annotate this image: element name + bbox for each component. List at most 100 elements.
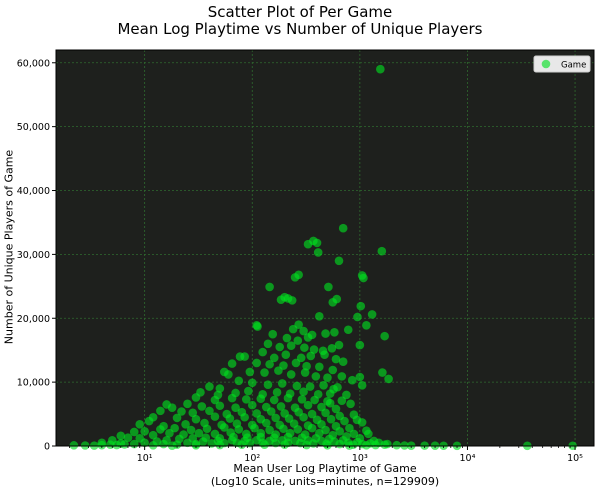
data-point	[377, 246, 387, 256]
data-point	[380, 331, 389, 341]
data-point	[297, 395, 307, 404]
data-point	[312, 238, 322, 248]
y-axis-ticks: 0 10,000 20,000 30,000 40,000 50,000 60,000	[17, 58, 56, 453]
data-point	[400, 441, 409, 450]
data-point	[290, 273, 300, 282]
data-point	[335, 439, 345, 449]
data-point	[271, 413, 280, 423]
data-point	[330, 328, 339, 337]
data-point	[321, 329, 330, 338]
data-point	[378, 368, 387, 377]
data-point	[272, 388, 282, 397]
data-point	[307, 409, 317, 419]
data-point	[123, 433, 133, 442]
data-point	[335, 427, 345, 436]
data-point	[353, 312, 362, 322]
data-point	[309, 345, 319, 354]
data-point	[275, 342, 285, 352]
data-point	[188, 408, 198, 418]
data-point	[202, 424, 212, 434]
data-point	[362, 441, 371, 450]
data-point	[177, 407, 186, 416]
y-tick-label: 40,000	[17, 186, 50, 197]
data-point	[129, 427, 139, 437]
data-point	[120, 440, 129, 449]
y-tick-label: 0	[44, 442, 50, 453]
data-point	[359, 273, 368, 283]
data-point	[205, 382, 214, 391]
data-point	[148, 441, 158, 450]
data-point	[112, 440, 122, 450]
legend-label: Game	[561, 61, 586, 71]
data-point	[194, 428, 204, 438]
data-point	[356, 301, 366, 311]
data-point	[384, 374, 393, 384]
data-point	[313, 248, 323, 257]
x-tick-label: 10²	[244, 453, 260, 464]
data-point	[260, 440, 269, 450]
data-point	[140, 427, 149, 436]
data-point	[367, 310, 377, 319]
data-point	[266, 407, 276, 416]
data-point	[269, 395, 279, 405]
data-point	[299, 326, 308, 336]
data-point	[69, 441, 79, 450]
data-point	[349, 429, 359, 439]
data-point	[191, 414, 201, 424]
data-point	[215, 401, 225, 411]
x-tick-label: 10⁴	[459, 453, 475, 464]
x-tick-label: 10³	[352, 453, 368, 464]
data-point	[315, 362, 324, 372]
data-point	[323, 441, 332, 450]
data-point	[321, 408, 330, 418]
data-point	[340, 416, 349, 426]
data-point	[326, 414, 336, 424]
data-point	[320, 350, 329, 359]
data-point	[310, 395, 319, 405]
data-point	[265, 425, 274, 435]
data-point	[210, 412, 220, 421]
data-point	[80, 441, 90, 450]
data-point	[288, 324, 298, 334]
data-point	[319, 381, 328, 390]
data-point	[380, 440, 389, 450]
data-point	[245, 438, 255, 448]
data-point	[181, 419, 190, 429]
data-point	[337, 396, 347, 405]
data-point	[277, 379, 287, 388]
data-point	[325, 398, 335, 408]
data-point	[337, 372, 347, 381]
data-points	[69, 64, 577, 451]
y-tick-label: 50,000	[17, 122, 50, 133]
data-point	[342, 390, 351, 400]
data-point	[357, 418, 367, 427]
data-point	[299, 387, 308, 397]
data-point	[299, 412, 308, 422]
data-point	[371, 440, 380, 450]
data-point	[263, 380, 273, 389]
data-point	[224, 370, 233, 379]
x-axis-label-note: (Log10 Scale, units=minutes, n=129909)	[210, 475, 440, 488]
data-point	[293, 336, 303, 345]
y-tick-label: 60,000	[17, 58, 50, 69]
data-point	[144, 416, 154, 426]
data-point	[282, 333, 292, 343]
data-point	[292, 381, 302, 391]
data-point	[210, 395, 220, 405]
data-point	[263, 339, 273, 349]
data-point	[191, 441, 201, 450]
data-point	[247, 400, 257, 410]
chart-title: Scatter Plot of Per Game	[207, 3, 393, 21]
data-point	[215, 440, 225, 450]
data-point	[205, 406, 214, 416]
data-point	[338, 357, 348, 366]
data-point	[355, 372, 365, 382]
data-point	[256, 394, 266, 404]
data-point	[234, 376, 244, 386]
data-point	[334, 340, 344, 350]
data-point	[307, 423, 317, 433]
data-point	[355, 340, 365, 350]
x-axis-label: Mean User Log Playtime of Game	[233, 462, 417, 475]
data-point	[315, 312, 324, 321]
data-point	[265, 359, 274, 369]
